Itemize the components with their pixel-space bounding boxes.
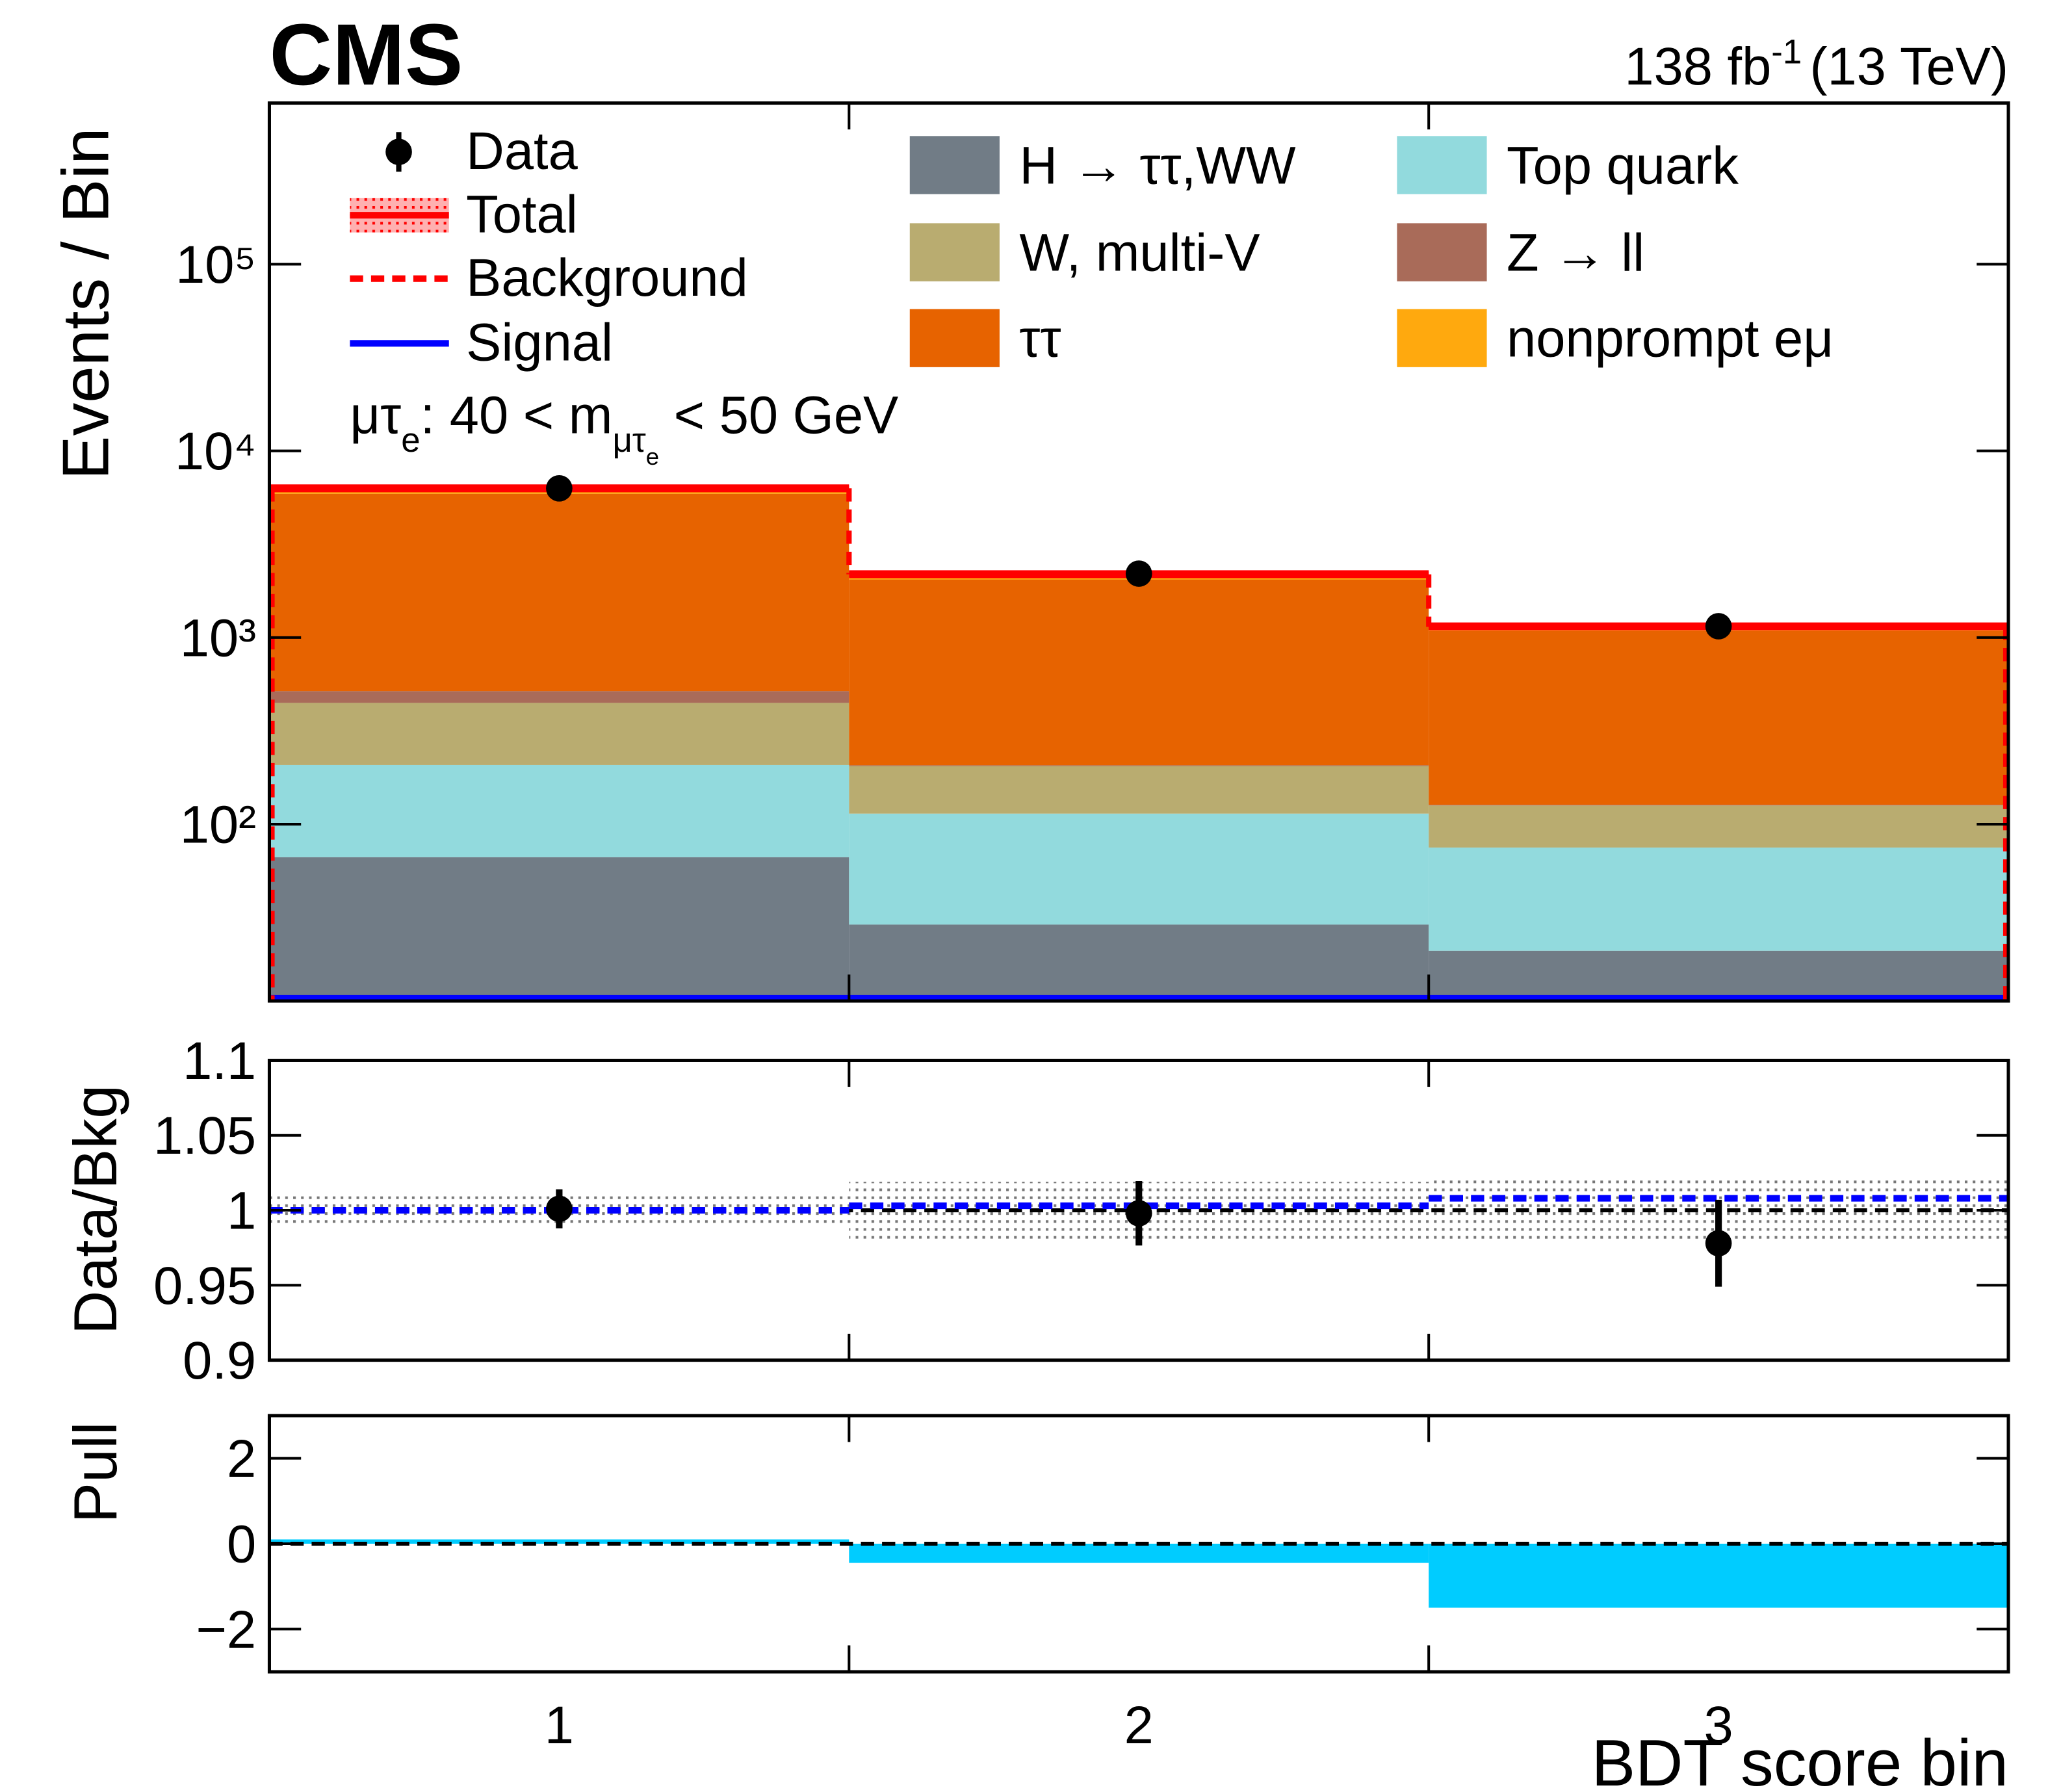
- annotation-part: μτ: [350, 385, 401, 445]
- legend-swatch: [909, 223, 1000, 281]
- y-tick-label: 10⁴: [175, 422, 256, 481]
- stack-segment: [269, 691, 849, 703]
- y-tick-label: 10⁵: [175, 235, 256, 294]
- legend-label: nonprompt eμ: [1507, 309, 1834, 369]
- y-tick-label: −2: [196, 1600, 256, 1659]
- x-tick-label: 2: [1124, 1696, 1154, 1755]
- y-tick-label: 2: [227, 1429, 256, 1488]
- legend-label: Top quark: [1507, 136, 1739, 195]
- annotation-part: : 40 < m: [421, 385, 613, 445]
- cms-label: CMS: [269, 6, 463, 103]
- pull-bar: [849, 1543, 1429, 1563]
- legend-swatch: [909, 309, 1000, 367]
- plot-frame: [267, 101, 2010, 1003]
- x-tick-label: 1: [545, 1696, 574, 1755]
- y-axis-title: Data/Bkg: [61, 1085, 129, 1334]
- data-point: [1705, 613, 1732, 640]
- stack-segment: [849, 924, 1429, 1002]
- data-point: [1125, 1200, 1152, 1227]
- pull-bar: [1429, 1543, 2009, 1608]
- stack-segment: [1429, 630, 2009, 805]
- annotation-subsub: e: [646, 443, 659, 470]
- legend-label: Total: [466, 185, 578, 244]
- y-tick-label: 0: [227, 1514, 256, 1574]
- data-point: [546, 474, 573, 502]
- legend: Data Total Background Signal: [350, 122, 748, 372]
- y-tick-label: 0.95: [153, 1256, 256, 1316]
- stack-segment: [269, 857, 849, 1002]
- lumi-label: 138 fb-1 (13 TeV): [1624, 33, 2008, 97]
- legend-label: Data: [466, 122, 578, 181]
- data-point: [1125, 560, 1152, 587]
- stack-segment: [269, 764, 849, 857]
- y-axis-title: Events / Bin: [49, 127, 123, 480]
- legend-label: ττ: [1019, 309, 1061, 369]
- legend-data-symbol: [385, 138, 412, 166]
- category-annotation: μτe: 40 < mμτe < 50 GeV: [350, 385, 898, 470]
- stack-segment: [849, 766, 1429, 814]
- annotation-sub: e: [401, 421, 420, 460]
- legend-label: H → ττ,WW: [1019, 136, 1296, 195]
- stack-segment: [849, 813, 1429, 925]
- y-tick-label: 1: [227, 1181, 256, 1240]
- legend-swatch: [1397, 223, 1487, 281]
- pull-bar: [269, 1539, 849, 1544]
- stack-segment: [849, 765, 1429, 766]
- lumi: 138 fb: [1624, 37, 1771, 96]
- annotation-part: < 50 GeV: [659, 385, 898, 445]
- stack-segment: [269, 703, 849, 765]
- legend-swatch: [1397, 136, 1487, 194]
- data-point: [1705, 1230, 1732, 1257]
- x-tick-label: 3: [1704, 1696, 1733, 1755]
- energy: (13 TeV): [1809, 37, 2008, 96]
- x-axis-title: BDT score bin: [1591, 1726, 2008, 1792]
- data-point: [546, 1195, 573, 1223]
- y-axis-title: Pull: [61, 1422, 129, 1523]
- y-tick-label: 10²: [180, 796, 256, 855]
- stack-segment: [1429, 847, 2009, 951]
- plot-area: [269, 474, 2009, 1002]
- legend-swatch: [909, 136, 1000, 194]
- stack-segment: [269, 493, 849, 692]
- legend-swatch: [1397, 309, 1487, 367]
- y-tick-label: 1.1: [183, 1032, 256, 1091]
- legend-label: Signal: [466, 313, 613, 372]
- legend-label: W, multi-V: [1019, 224, 1260, 283]
- y-tick-label: 10³: [180, 608, 256, 668]
- lumi-sup: -1: [1771, 33, 1802, 71]
- y-tick-label: 1.05: [153, 1106, 256, 1165]
- stack-segment: [849, 579, 1429, 766]
- stack-segment: [1429, 950, 2009, 1002]
- legend-label: Background: [466, 248, 748, 307]
- stack-segment: [1429, 805, 2009, 848]
- y-tick-label: 0.9: [183, 1331, 256, 1390]
- legend-label: Z → ll: [1507, 224, 1644, 283]
- annotation-sub: μτ: [612, 421, 645, 460]
